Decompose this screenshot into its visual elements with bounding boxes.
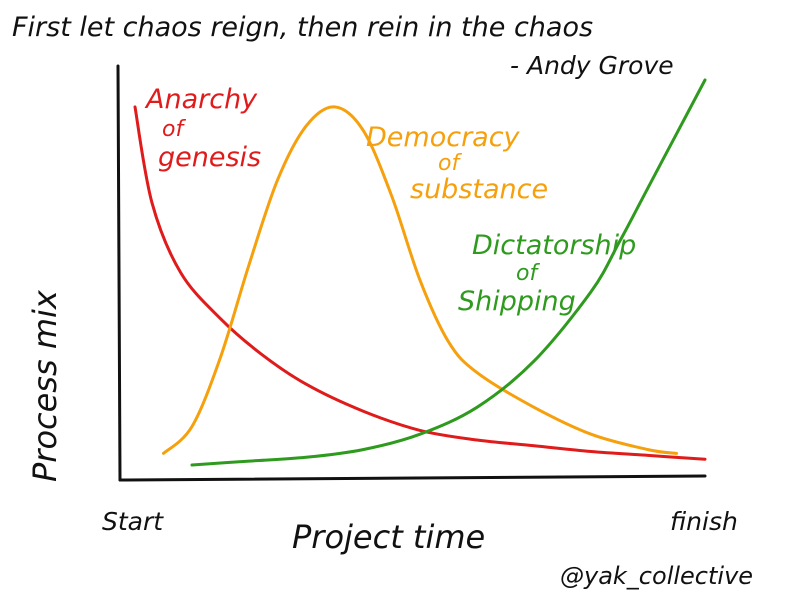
series-label-dictatorship-line1: Dictatorship xyxy=(472,230,636,261)
series-label-democracy-line1: Democracy xyxy=(366,122,521,153)
series-line-democracy-of-substance xyxy=(162,105,678,455)
series-label-anarchy-line1: Anarchy xyxy=(144,84,258,115)
y-axis-label: Process mix xyxy=(26,289,64,482)
series-label-dictatorship-line2: of xyxy=(516,261,540,286)
series-line-dictatorship-of-shipping xyxy=(190,78,707,467)
x-tick-label-finish: finish xyxy=(670,507,738,536)
series-label-dictatorship: Dictatorship of Shipping xyxy=(458,230,636,317)
credit-handle: @yak_collective xyxy=(560,562,753,590)
quote-text: First let chaos reign, then rein in the … xyxy=(12,12,593,43)
series-label-anarchy-line2: of xyxy=(162,117,186,142)
series-label-democracy-line3: substance xyxy=(410,174,548,205)
series-line-anarchy-of-genesis xyxy=(133,105,707,461)
y-axis-line xyxy=(116,64,122,482)
series-label-democracy-line2: of xyxy=(438,151,462,176)
series-label-democracy: Democracy of substance xyxy=(366,122,548,205)
x-axis-line xyxy=(118,474,707,482)
series-label-dictatorship-line3: Shipping xyxy=(458,286,576,317)
series-lines-group xyxy=(133,78,707,467)
quote-author: - Andy Grove xyxy=(510,51,674,80)
x-tick-label-start: Start xyxy=(102,507,164,536)
series-label-anarchy: Anarchy of genesis xyxy=(144,84,261,173)
series-label-anarchy-line3: genesis xyxy=(158,142,261,173)
x-axis-label: Project time xyxy=(292,518,485,556)
